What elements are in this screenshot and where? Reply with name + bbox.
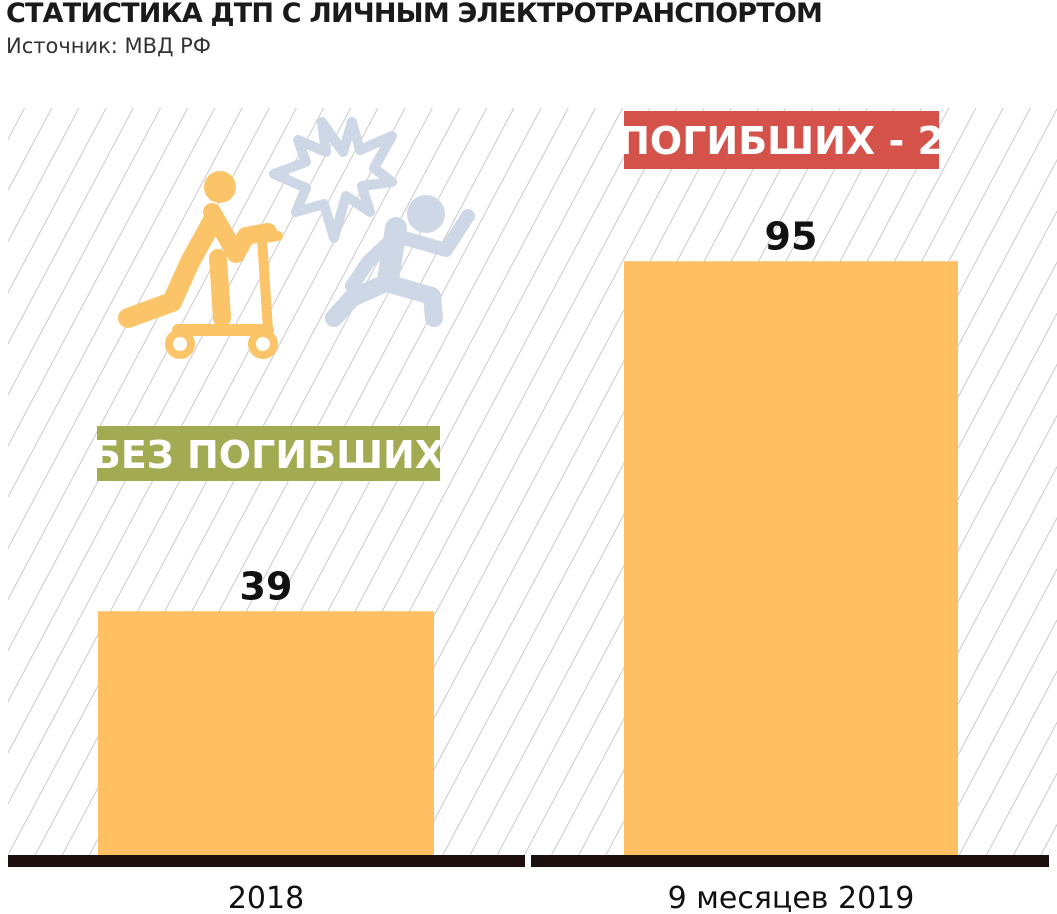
value-label-2018: 39 — [240, 564, 293, 608]
baseline-left — [8, 855, 525, 867]
bars-layer — [98, 261, 958, 855]
labels-layer: 39 2018 95 9 месяцев 2019 — [228, 214, 915, 914]
chart-source: Источник: МВД РФ — [6, 34, 211, 58]
annotation-text-2019: ПОГИБШИХ - 2 — [618, 119, 944, 163]
falling-pedestrian-icon — [325, 195, 475, 327]
chart-title: СТАТИСТИКА ДТП С ЛИЧНЫМ ЭЛЕКТРОТРАНСПОРТ… — [6, 0, 823, 29]
baseline-right — [531, 855, 1049, 867]
annotation-badge-2019: ПОГИБШИХ - 2 — [618, 111, 944, 169]
bar-9-месяцев-2019 — [624, 261, 958, 855]
value-label-9-месяцев-2019: 95 — [765, 214, 818, 258]
annotation-badge-2018: БЕЗ ПОГИБШИХ — [92, 426, 444, 481]
bar-2018 — [98, 611, 434, 855]
scooter-rider-icon — [118, 171, 283, 359]
collision-burst-icon — [269, 117, 397, 243]
annotation-text-2018: БЕЗ ПОГИБШИХ — [92, 433, 444, 477]
category-label-9-месяцев-2019: 9 месяцев 2019 — [668, 881, 915, 914]
category-label-2018: 2018 — [228, 881, 304, 914]
